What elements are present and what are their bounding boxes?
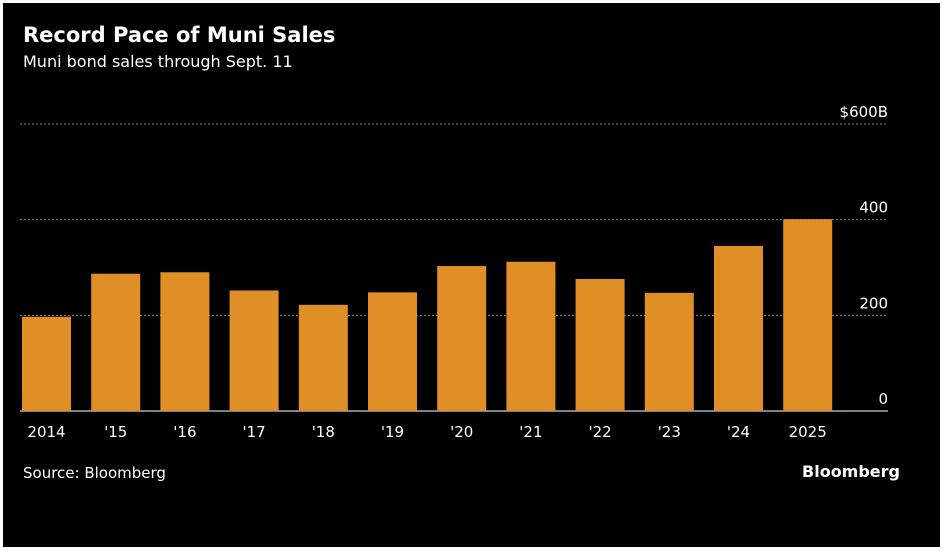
bar bbox=[298, 304, 348, 411]
chart-title: Record Pace of Muni Sales bbox=[23, 23, 336, 47]
bar bbox=[22, 316, 71, 411]
bar bbox=[160, 272, 210, 411]
source-note: Source: Bloomberg bbox=[23, 464, 166, 482]
y-tick-label: $600B bbox=[840, 103, 888, 121]
x-tick-label: '23 bbox=[658, 423, 681, 441]
bar bbox=[368, 292, 417, 411]
y-tick-label: 200 bbox=[859, 294, 888, 312]
x-tick-label: '19 bbox=[381, 423, 404, 441]
x-tick-label: '18 bbox=[312, 423, 335, 441]
bar bbox=[575, 278, 625, 411]
x-tick-label: '20 bbox=[450, 423, 473, 441]
y-tick-label: 0 bbox=[878, 390, 888, 408]
bar bbox=[644, 292, 694, 411]
brand-logo: Bloomberg bbox=[802, 462, 900, 481]
chart-frame: Record Pace of Muni Sales Muni bond sale… bbox=[3, 3, 940, 547]
x-tick-label: 2025 bbox=[789, 423, 827, 441]
bar-chart: 0 200 400 $600B 2014 '15 '16 '17 '18 '19 '20 '21 '22… bbox=[20, 103, 888, 441]
x-tick-label: '15 bbox=[104, 423, 127, 441]
bar bbox=[229, 290, 279, 411]
chart-subtitle: Muni bond sales through Sept. 11 bbox=[23, 52, 293, 71]
bar bbox=[714, 245, 763, 411]
x-tick-label: '22 bbox=[588, 423, 611, 441]
x-tick-label: '17 bbox=[242, 423, 265, 441]
x-tick-label: '21 bbox=[519, 423, 542, 441]
bar bbox=[91, 273, 141, 411]
y-tick-label: 400 bbox=[859, 199, 888, 217]
x-tick-label: 2014 bbox=[27, 423, 65, 441]
bar bbox=[506, 261, 556, 411]
bar bbox=[783, 219, 833, 411]
bar bbox=[437, 266, 487, 411]
x-tick-label: '16 bbox=[173, 423, 196, 441]
x-tick-label: '24 bbox=[727, 423, 750, 441]
